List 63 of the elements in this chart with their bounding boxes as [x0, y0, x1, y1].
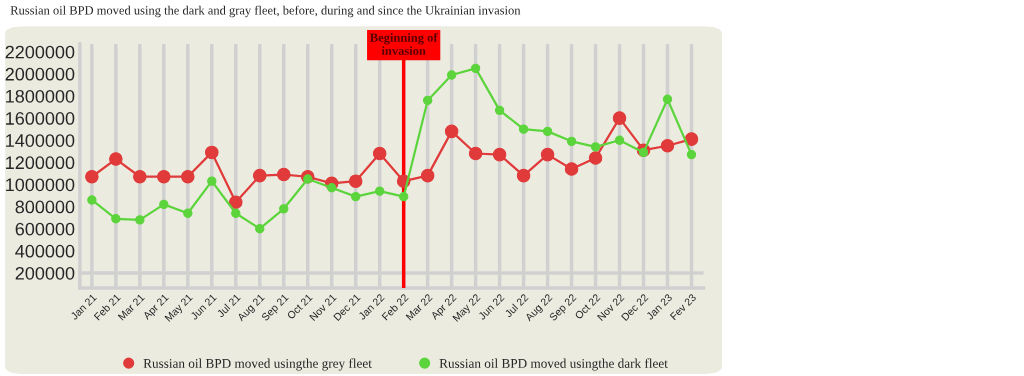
point	[588, 151, 603, 165]
y-tick-label: 1400000	[6, 134, 75, 147]
point	[662, 94, 673, 104]
point	[159, 199, 169, 210]
point	[612, 111, 627, 125]
point	[446, 70, 457, 80]
point	[87, 195, 97, 205]
point	[444, 124, 459, 139]
point	[518, 124, 529, 134]
point	[276, 167, 291, 182]
y-tick-label: 1800000	[6, 89, 75, 103]
point	[590, 142, 601, 152]
point	[470, 63, 481, 74]
point	[684, 132, 699, 146]
point	[542, 126, 553, 137]
ref-line-label: Beginning of invasion	[370, 32, 438, 55]
point	[109, 152, 123, 166]
point	[564, 162, 579, 176]
point	[157, 169, 171, 184]
point	[303, 174, 313, 184]
chart-title: Russian oil BPD moved using the dark and gray fleet, before, during and since the Ukrainian invasion	[10, 5, 521, 18]
y-tick-label: 2000000	[5, 67, 75, 81]
y-tick-label: 600000	[15, 222, 75, 236]
point	[252, 168, 267, 183]
point	[540, 147, 555, 162]
legend-label: Russian oil BPD moved usingthe dark fleet	[439, 358, 668, 371]
point	[420, 168, 435, 183]
point	[494, 105, 505, 116]
y-tick-label: 800000	[15, 200, 75, 214]
point	[468, 146, 483, 161]
y-tick-label: 1600000	[6, 112, 75, 125]
point	[348, 174, 363, 188]
y-tick-label: 1000000	[6, 178, 75, 192]
point	[327, 183, 337, 193]
point	[207, 176, 217, 186]
point	[181, 169, 195, 184]
point	[351, 191, 361, 202]
point	[111, 214, 121, 224]
point	[205, 145, 219, 160]
point	[638, 147, 649, 158]
point	[229, 195, 243, 209]
point	[133, 169, 147, 184]
point	[255, 224, 265, 234]
point	[231, 208, 241, 218]
point	[422, 95, 433, 106]
point	[85, 169, 99, 184]
point	[279, 204, 289, 214]
point	[516, 168, 531, 183]
point	[686, 149, 697, 160]
point	[135, 215, 145, 225]
y-tick-label: 2200000	[5, 45, 75, 59]
point	[398, 191, 409, 202]
y-tick-label: 400000	[15, 244, 75, 258]
point	[183, 208, 193, 218]
point	[566, 136, 577, 147]
legend-label: Russian oil BPD moved usingthe grey fleet	[143, 358, 372, 371]
y-tick-label: 200000	[15, 266, 75, 280]
point	[614, 135, 625, 145]
point	[372, 146, 387, 161]
point	[375, 186, 385, 196]
point	[492, 147, 507, 162]
y-tick-label: 1200000	[6, 156, 75, 170]
point	[660, 138, 675, 153]
